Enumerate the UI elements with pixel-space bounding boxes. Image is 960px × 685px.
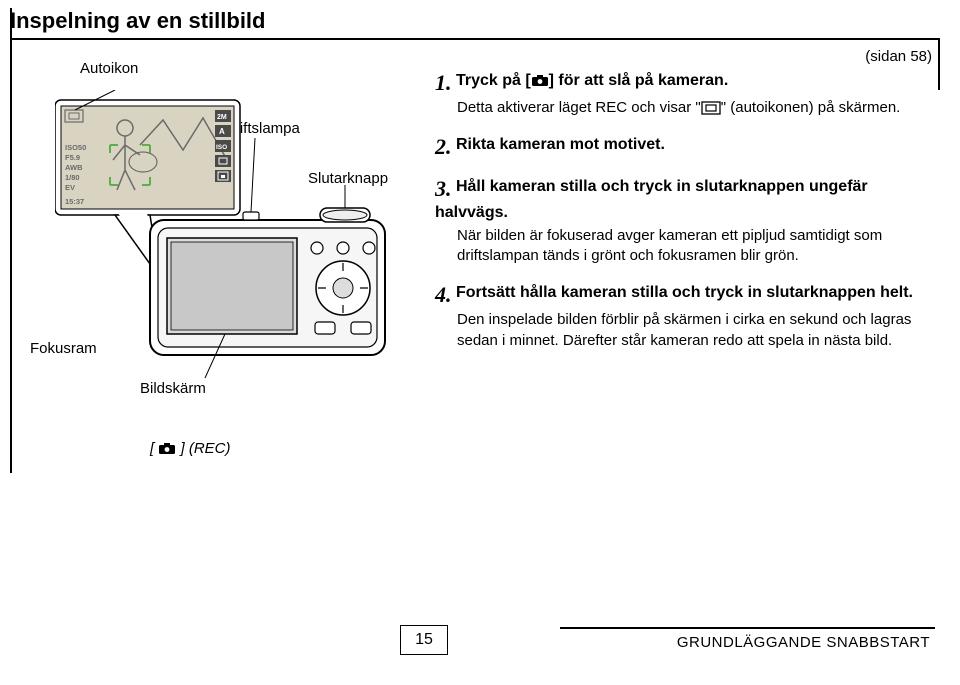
step-2-head: Rikta kameran mot motivet.	[456, 136, 665, 153]
step-2-num: 2.	[435, 134, 452, 160]
label-autoikon: Autoikon	[80, 60, 138, 77]
svg-text:ISO: ISO	[216, 144, 227, 151]
camera-figure: ISO50 F5.9 AWB 1/80 EV 15:37 2M A ISO	[55, 90, 415, 370]
rec-label: [ ] (REC)	[150, 440, 231, 457]
step-3-head: Håll kameran stilla och tryck in slutark…	[435, 178, 868, 221]
page-title: Inspelning av en stillbild	[10, 8, 940, 38]
page-reference: (sidan 58)	[865, 48, 932, 65]
camera-icon	[158, 440, 176, 457]
svg-text:1/80: 1/80	[65, 173, 80, 182]
footer-rule	[560, 627, 935, 629]
step-1-num: 1.	[435, 70, 452, 96]
footer-text: GRUNDLÄGGANDE SNABBSTART	[677, 634, 930, 651]
svg-text:2M: 2M	[217, 114, 227, 121]
svg-text:A: A	[219, 127, 225, 136]
step-1-head-b: ] för att slå på kameran.	[549, 72, 729, 89]
label-bildskarm: Bildskärm	[140, 380, 206, 397]
svg-text:15:37: 15:37	[65, 197, 84, 206]
step-4-num: 4.	[435, 282, 452, 308]
camera-icon	[531, 70, 549, 92]
step-4-body: Den inspelade bilden förblir på skärmen …	[457, 310, 935, 351]
step-1-body-a: Detta aktiverar läget REC och visar "	[457, 99, 701, 116]
svg-text:EV: EV	[65, 183, 75, 192]
step-3-num: 3.	[435, 176, 452, 202]
step-3-body: När bilden är fokuserad avger kameran et…	[457, 226, 935, 267]
step-3: 3. Håll kameran stilla och tryck in slut…	[435, 176, 935, 266]
rule-left	[10, 8, 12, 473]
instructions: 1. Tryck på [ ] för att slå på kameran. D…	[435, 70, 935, 367]
rule-top	[10, 38, 940, 40]
step-1-head-a: Tryck på [	[456, 72, 531, 89]
rec-bracket-close: ] (REC)	[176, 440, 230, 457]
autoicon-icon	[701, 98, 721, 118]
page-number: 15	[400, 625, 448, 655]
step-1-body-b: " (autoikonen) på skärmen.	[721, 99, 901, 116]
svg-text:ISO50: ISO50	[65, 143, 86, 152]
step-4-head: Fortsätt hålla kameran stilla och tryck …	[456, 284, 913, 301]
rule-right	[938, 40, 940, 90]
step-4: 4. Fortsätt hålla kameran stilla och try…	[435, 282, 935, 351]
svg-text:AWB: AWB	[65, 163, 83, 172]
step-2: 2. Rikta kameran mot motivet.	[435, 134, 935, 160]
svg-text:F5.9: F5.9	[65, 153, 80, 162]
step-1: 1. Tryck på [ ] för att slå på kameran. D…	[435, 70, 935, 118]
